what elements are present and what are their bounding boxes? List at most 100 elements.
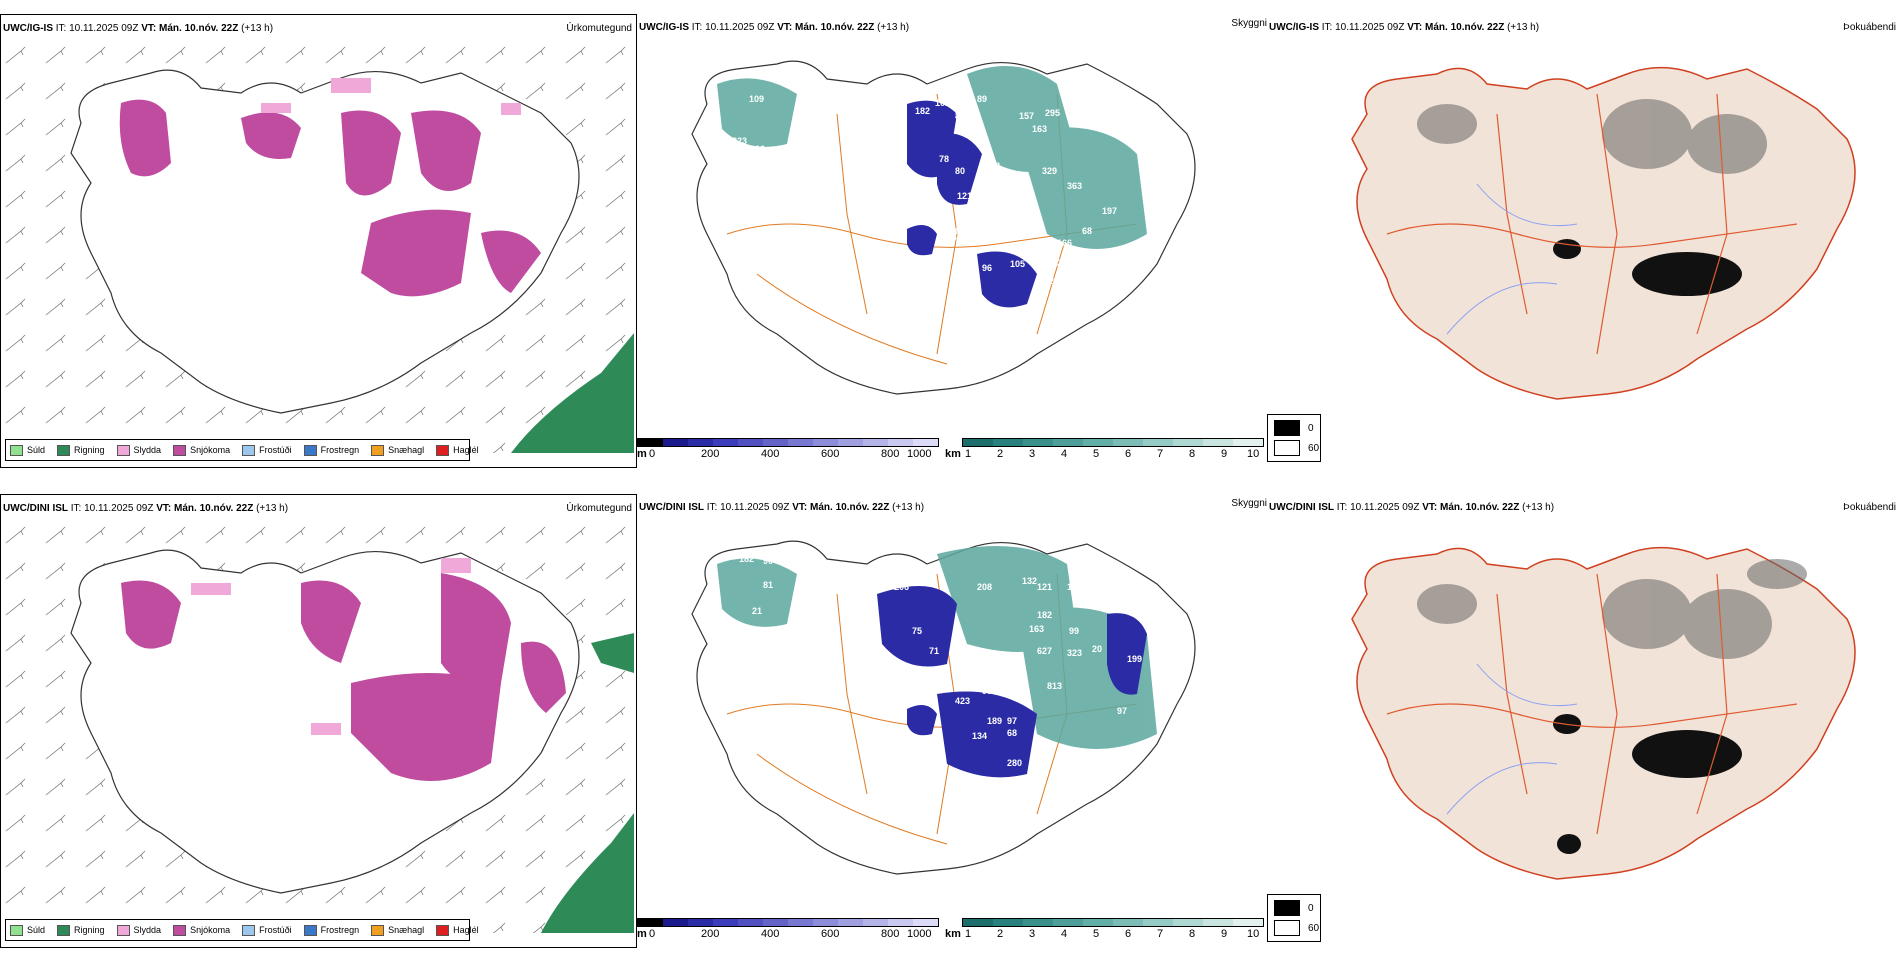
vis-label: 121 xyxy=(1037,582,1052,592)
vis-label: 21 xyxy=(752,606,762,616)
precip-type-map xyxy=(1,513,634,933)
vis-label: 134 xyxy=(972,731,987,741)
vis-label: 20 xyxy=(1049,276,1059,286)
fog-panel: UWC/DINI ISL IT: 10.11.2025 09Z VT: Mán.… xyxy=(1267,494,1900,964)
visibility-values: 109 323 16 182 102 80 89 157 295 163 78 … xyxy=(732,94,1117,286)
fog-map xyxy=(1351,546,1856,880)
vis-label: 78 xyxy=(939,154,949,164)
vis-label: 80 xyxy=(955,166,965,176)
legend-item: Snjókoma xyxy=(173,444,230,456)
precip-type-panel: UWC/DINI ISL IT: 10.11.2025 09Z VT: Mán.… xyxy=(0,494,637,948)
fog-label: Þokuábendi xyxy=(1843,502,1896,513)
vis-label: 199 xyxy=(1127,654,1142,664)
cloud-base-panel: UWC/DINI ISL IT: 10.11.2025 09Z VT: Mán.… xyxy=(637,494,1321,964)
low-cloud-blue xyxy=(907,100,1037,308)
vis-label: 86 xyxy=(953,646,963,656)
vis-label: 182 xyxy=(1037,610,1052,620)
vis-label: 627 xyxy=(1037,646,1052,656)
panel-title: UWC/IG-IS IT: 10.11.2025 09Z VT: Mán. 10… xyxy=(639,22,910,33)
legend-item: Rigning xyxy=(57,444,105,456)
legend-item: Slydda xyxy=(116,924,161,936)
vis-label: 182 xyxy=(1047,258,1062,268)
vis-label: 163 xyxy=(1029,624,1044,634)
vis-label: 165 xyxy=(1067,582,1082,592)
legend-item: Haglél xyxy=(436,444,479,456)
model-name: UWC/IG-IS xyxy=(3,23,53,34)
vis-label: 171 xyxy=(1032,256,1047,266)
cloud-base-label: Skyggni xyxy=(1231,498,1267,509)
vis-label: 80 xyxy=(955,111,965,121)
fog-map xyxy=(1351,66,1856,400)
vis-label: 68 xyxy=(1007,728,1017,738)
vis-label: 80 xyxy=(1077,258,1087,268)
cloud-cover-key: 0 60 xyxy=(1267,894,1321,942)
vis-label: 20 xyxy=(1092,644,1102,654)
legend-item: Frostúði xyxy=(242,924,292,936)
vis-label: 89 xyxy=(977,94,987,104)
precip-type-panel: UWC/IG-IS IT: 10.11.2025 09Z VT: Mán. 10… xyxy=(0,14,637,468)
vis-label: 75 xyxy=(912,626,922,636)
rivers xyxy=(1446,183,1578,335)
rain-area xyxy=(511,333,634,453)
vis-label: 329 xyxy=(1042,166,1057,176)
panel-title: UWC/DINI ISL IT: 10.11.2025 09Z VT: Mán.… xyxy=(3,503,289,514)
vis-label: 97 xyxy=(1117,706,1127,716)
vis-label: 109 xyxy=(749,94,764,104)
legend-item: Frostregn xyxy=(303,924,359,936)
colorbar-km-ticks: km 1 2 3 4 5 6 7 8 9 10 xyxy=(945,448,1260,460)
snow-areas xyxy=(119,99,541,297)
fog-shading xyxy=(1417,99,1767,174)
vis-label: 208 xyxy=(977,582,992,592)
panel-title: UWC/DINI ISL IT: 10.11.2025 09Z VT: Mán.… xyxy=(1269,502,1555,513)
colorbar-km-ticks: km 1 2 3 4 5 6 7 8 9 10 xyxy=(945,928,1260,940)
vis-label: 604 xyxy=(955,226,970,236)
vis-label: 166 xyxy=(1057,238,1072,248)
colorbar-m-ticks: m 0 200 400 600 800 1000 xyxy=(637,448,932,460)
vt-value: Mán. 10.nóv. 22Z xyxy=(159,23,239,34)
vis-label: 197 xyxy=(1102,206,1117,216)
vis-label: 813 xyxy=(1047,681,1062,691)
lead-time: (+13 h) xyxy=(241,23,274,34)
vis-label: 105 xyxy=(1010,259,1025,269)
precip-type-label: Úrkomutegund xyxy=(566,503,632,514)
vis-label: 71 xyxy=(929,646,939,656)
precip-legend: Súld Rigning Slydda Snjókoma Frostúði Fr… xyxy=(5,439,479,461)
panel-title: UWC/IG-IS IT: 10.11.2025 09Z VT: Mán. 10… xyxy=(1269,22,1540,33)
model-row-dini: UWC/DINI ISL IT: 10.11.2025 09Z VT: Mán.… xyxy=(0,494,1900,964)
cloud-base-map: 182 90 81 21 206 97 75 71 86 88 208 132 … xyxy=(691,540,1196,875)
legend-item: Slydda xyxy=(116,444,161,456)
vis-label: 108 xyxy=(999,206,1014,216)
vis-label: 323 xyxy=(1067,648,1082,658)
fog-roads xyxy=(1386,93,1798,355)
legend-item: Súld xyxy=(10,924,45,936)
cloud-base-panel: UWC/IG-IS IT: 10.11.2025 09Z VT: Mán. 10… xyxy=(637,14,1321,484)
vis-label: 69 xyxy=(927,181,937,191)
vis-label: 363 xyxy=(1067,181,1082,191)
model-row-igis: UWC/IG-IS IT: 10.11.2025 09Z VT: Mán. 10… xyxy=(0,14,1900,484)
vis-label: 132 xyxy=(1022,576,1037,586)
vis-label: 88 xyxy=(973,648,983,658)
colorbar-m-ticks: m 0 200 400 600 800 1000 xyxy=(637,928,932,940)
colorbar-km xyxy=(962,438,1264,447)
colorbar-meters xyxy=(637,918,939,927)
vis-label: 206 xyxy=(894,582,909,592)
vt-label: VT: xyxy=(141,23,157,34)
vis-label: 75 xyxy=(952,236,962,246)
precip-type-map xyxy=(1,33,634,453)
colorbar-meters xyxy=(637,438,939,447)
vis-label: 163 xyxy=(1032,124,1047,134)
vis-label: 323 xyxy=(732,136,747,146)
vis-label: 182 xyxy=(915,106,930,116)
legend-item: Súld xyxy=(10,444,45,456)
precip-type-label: Úrkomutegund xyxy=(566,23,632,34)
legend-item: Haglél xyxy=(436,924,479,936)
sleet-areas xyxy=(261,78,521,115)
vis-label: 121 xyxy=(957,191,972,201)
vis-label: 128 xyxy=(985,161,1000,171)
precip-legend: Súld Rigning Slydda Snjókoma Frostúði Fr… xyxy=(5,919,479,941)
vis-label: 68 xyxy=(1082,226,1092,236)
cloud-base-label: Skyggni xyxy=(1231,18,1267,29)
low-cloud-teal xyxy=(717,66,1147,249)
vis-label: 16 xyxy=(755,144,765,154)
legend-item: Snjókoma xyxy=(173,924,230,936)
